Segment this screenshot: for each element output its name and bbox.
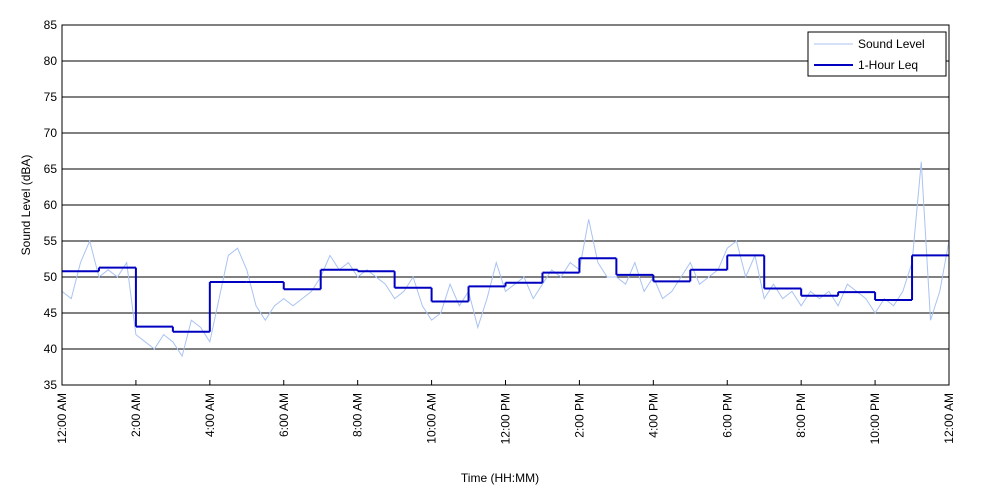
y-tick-label: 70 xyxy=(44,126,58,140)
x-tick-label: 12:00 AM xyxy=(55,393,69,444)
plot-frame xyxy=(61,24,950,386)
x-tick-label: 6:00 PM xyxy=(720,393,734,438)
y-tick-label: 85 xyxy=(44,18,58,32)
x-tick-label: 12:00 PM xyxy=(499,393,513,444)
legend-box xyxy=(807,31,947,77)
x-tick-label: 12:00 AM xyxy=(942,393,956,444)
y-tick-label: 35 xyxy=(44,378,58,392)
y-tick-label: 45 xyxy=(44,306,58,320)
y-tick-label: 60 xyxy=(44,198,58,212)
x-tick-label: 10:00 AM xyxy=(425,393,439,444)
y-tick-label: 50 xyxy=(44,270,58,284)
x-axis-label: Time (HH:MM) xyxy=(461,471,539,485)
legend-label: Sound Level xyxy=(858,37,925,51)
x-tick-label: 4:00 AM xyxy=(203,393,217,437)
legend-label: 1-Hour Leq xyxy=(858,58,918,72)
x-tick-label: 2:00 PM xyxy=(572,393,586,438)
x-tick-label: 2:00 AM xyxy=(129,393,143,437)
y-tick-label: 80 xyxy=(44,54,58,68)
x-tick-label: 4:00 PM xyxy=(646,393,660,438)
y-axis-label: Sound Level (dBA) xyxy=(19,155,33,256)
y-tick-label: 55 xyxy=(44,234,58,248)
x-tick-label: 6:00 AM xyxy=(277,393,291,437)
x-tick-label: 8:00 PM xyxy=(794,393,808,438)
sound-level-line xyxy=(61,161,950,358)
y-tick-label: 75 xyxy=(44,90,58,104)
x-tick-label: 8:00 AM xyxy=(351,393,365,437)
x-tick-label: 10:00 PM xyxy=(868,393,882,444)
y-tick-label: 40 xyxy=(44,342,58,356)
y-tick-label: 65 xyxy=(44,162,58,176)
